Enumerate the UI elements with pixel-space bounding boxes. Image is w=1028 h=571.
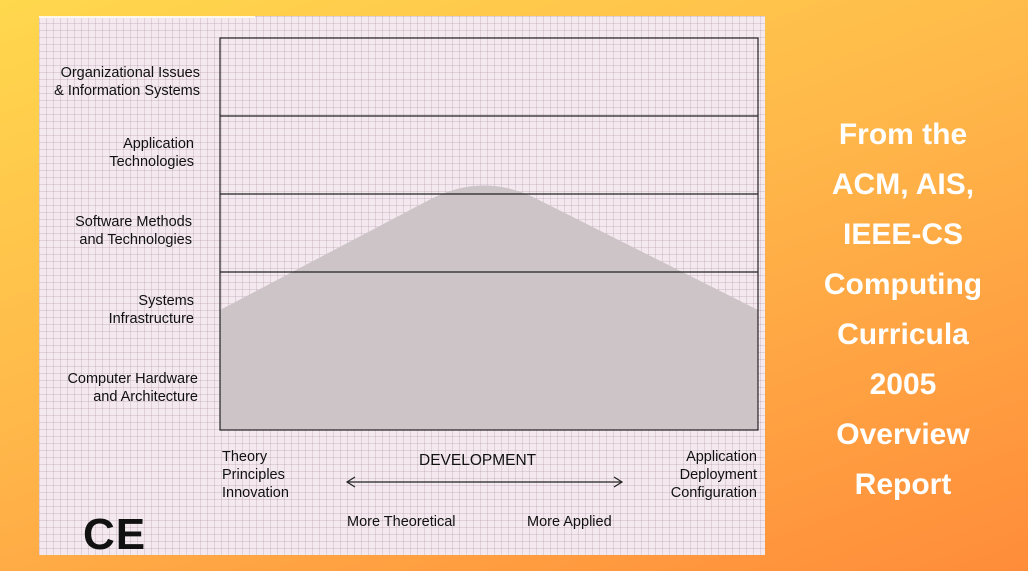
- axis-center-label: DEVELOPMENT: [419, 452, 537, 469]
- development-arrow: [345, 476, 624, 488]
- chart-frame: [219, 37, 759, 431]
- row-label-systems-infrastructure: Systems Infrastructure: [108, 293, 194, 327]
- diagram-panel: Organizational Issues & Information Syst…: [39, 16, 765, 555]
- curriculum-diagram: [219, 37, 759, 488]
- row-label-computer-hardware: Computer Hardware and Architecture: [67, 371, 198, 405]
- row-label-organizational-issues: Organizational Issues & Information Syst…: [54, 65, 200, 99]
- axis-right-sub: More Applied: [527, 514, 612, 530]
- axis-right-label: Application Deployment Configuration: [670, 449, 757, 501]
- panel-top-strip: [39, 16, 255, 18]
- axis-left-label: Theory Principles Innovation: [222, 449, 289, 501]
- row-label-software-methods: Software Methods and Technologies: [75, 214, 192, 248]
- discipline-label: CE: [83, 510, 147, 555]
- row-label-application-technologies: Application Technologies: [109, 136, 194, 170]
- ce-coverage-shape: [220, 185, 758, 430]
- row-labels: Organizational Issues & Information Syst…: [39, 16, 239, 555]
- source-caption: From the ACM, AIS, IEEE-CS Computing Cur…: [823, 118, 983, 501]
- axis-left-sub: More Theoretical: [347, 514, 456, 530]
